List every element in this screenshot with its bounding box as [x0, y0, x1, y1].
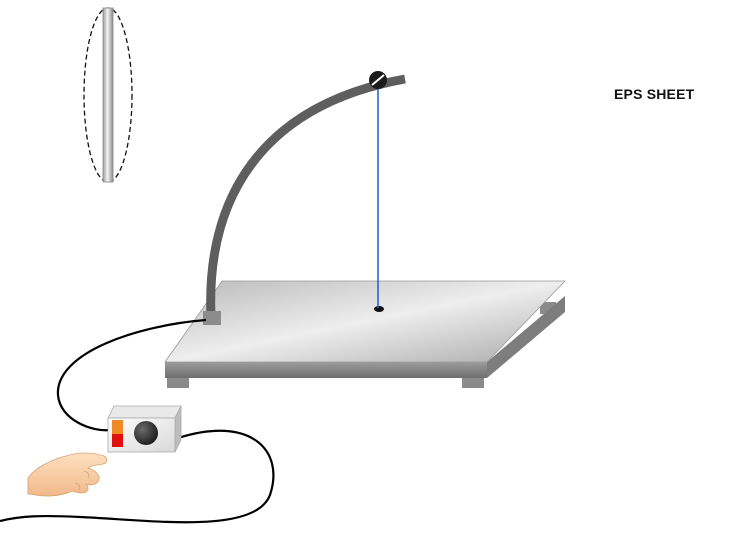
- indicator-light-icon: [112, 420, 123, 447]
- cutter-arm: [203, 71, 406, 325]
- control-box: [107, 405, 182, 453]
- hand-icon: [27, 452, 108, 497]
- power-button-icon[interactable]: [134, 421, 158, 445]
- cable-power: [0, 429, 275, 524]
- arm-mount: [203, 311, 221, 325]
- eps-sheet-label: EPS SHEET: [614, 86, 695, 102]
- wire-hole: [374, 306, 384, 312]
- eps-rod-icon: [83, 7, 133, 183]
- base-platform: [164, 280, 566, 388]
- cable-arm-to-box: [56, 318, 207, 432]
